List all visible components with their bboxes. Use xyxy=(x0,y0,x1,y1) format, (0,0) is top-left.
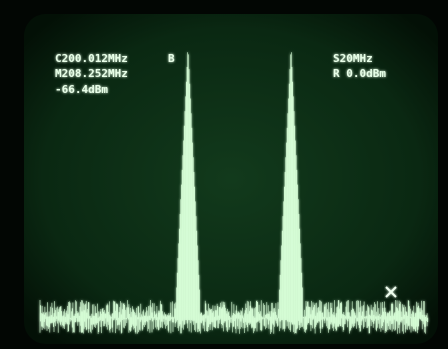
crt-screen xyxy=(24,14,438,344)
marker-frequency: M208.252MHz xyxy=(55,67,128,80)
spectrum-trace xyxy=(39,52,429,334)
trace xyxy=(39,52,429,334)
readouts: C200.012MHz M208.252MHz -66.4dBm B S20MH… xyxy=(55,52,386,96)
marker-label: B xyxy=(168,52,175,65)
marker-level: -66.4dBm xyxy=(55,83,108,96)
marker-cross xyxy=(385,286,397,298)
center-frequency: C200.012MHz xyxy=(55,52,128,65)
span: S20MHz xyxy=(333,52,373,65)
reference-level: R 0.0dBm xyxy=(333,67,386,80)
